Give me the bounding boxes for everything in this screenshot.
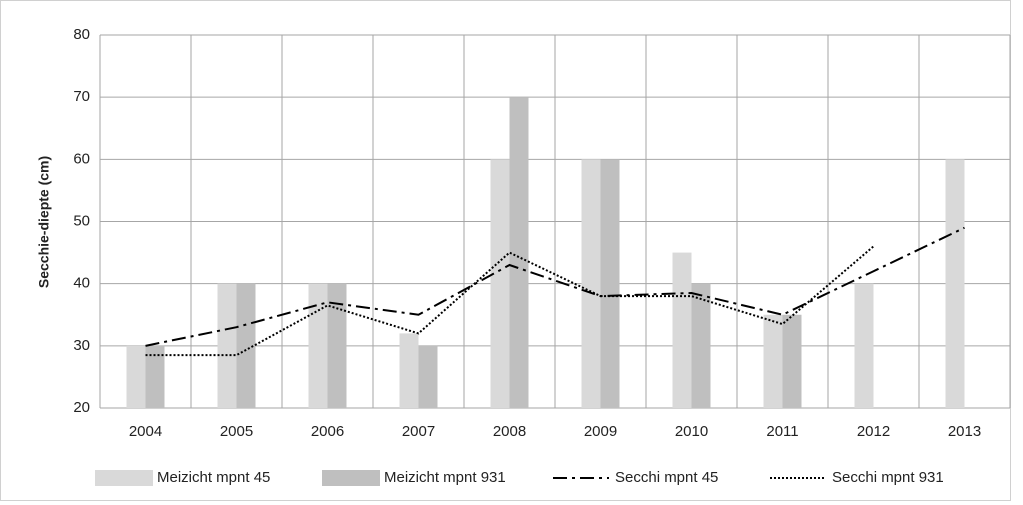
bar	[672, 252, 692, 408]
legend-label: Meizicht mpnt 45	[157, 469, 270, 486]
legend-swatch	[95, 470, 153, 486]
bar	[145, 345, 165, 408]
bar	[399, 333, 419, 408]
bar	[763, 314, 783, 408]
legend-swatch	[322, 470, 380, 486]
legend-label: Secchi mpnt 45	[615, 469, 718, 486]
x-tick-label: 2008	[493, 423, 526, 440]
bar	[308, 283, 328, 408]
y-tick-label: 30	[73, 337, 90, 354]
x-tick-label: 2006	[311, 423, 344, 440]
y-tick-label: 80	[73, 26, 90, 43]
bar	[600, 159, 620, 408]
bar	[126, 345, 146, 408]
bar	[854, 283, 874, 408]
x-tick-label: 2005	[220, 423, 253, 440]
bar	[418, 345, 438, 408]
y-tick-label: 20	[73, 399, 90, 416]
y-tick-label: 50	[73, 212, 90, 229]
bar	[217, 283, 237, 408]
bar	[327, 283, 347, 408]
bar	[581, 159, 601, 408]
y-axis-title: Secchie-diepte (cm)	[36, 156, 52, 288]
x-tick-label: 2009	[584, 423, 617, 440]
bar	[509, 97, 529, 409]
line	[145, 226, 965, 347]
bar	[236, 283, 256, 408]
bar	[691, 283, 711, 408]
x-tick-label: 2007	[402, 423, 435, 440]
x-tick-label: 2011	[766, 423, 798, 440]
y-tick-label: 70	[73, 88, 90, 105]
bar	[490, 159, 510, 408]
legend-label: Secchi mpnt 931	[832, 469, 944, 486]
line	[145, 245, 875, 357]
x-tick-label: 2004	[129, 423, 162, 440]
bar	[945, 159, 965, 408]
legend-label: Meizicht mpnt 931	[384, 469, 506, 486]
y-tick-label: 40	[73, 275, 90, 292]
x-tick-label: 2012	[857, 423, 890, 440]
bar	[782, 314, 802, 408]
y-tick-label: 60	[73, 150, 90, 167]
x-tick-label: 2013	[948, 423, 981, 440]
x-tick-label: 2010	[675, 423, 708, 440]
